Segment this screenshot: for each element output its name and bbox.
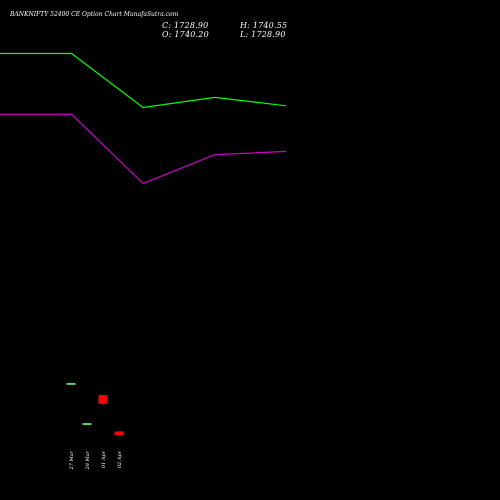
x-tick-label-1: 27 Mar [69,450,75,470]
close-value: C: 1728.90 [162,21,209,30]
x-tick-label-4: 02 Apr [117,450,123,468]
x-tick-label-3: 01 Apr [101,450,107,468]
low-value: L: 1728.90 [240,30,286,39]
series-line-1 [0,52,287,109]
candle-body-4 [114,431,124,436]
x-tick-label-2: 28 Mar [85,450,91,470]
high-value: H: 1740.55 [240,21,288,30]
candle-body-3 [98,395,108,404]
series-line-2 [0,113,287,185]
open-value: O: 1740.20 [162,30,209,39]
chart-title: BANKNIFTY 52400 CE Option Chart MunafaSu… [10,11,179,18]
candle-body-1 [66,382,76,385]
candle-body-2 [82,423,92,426]
